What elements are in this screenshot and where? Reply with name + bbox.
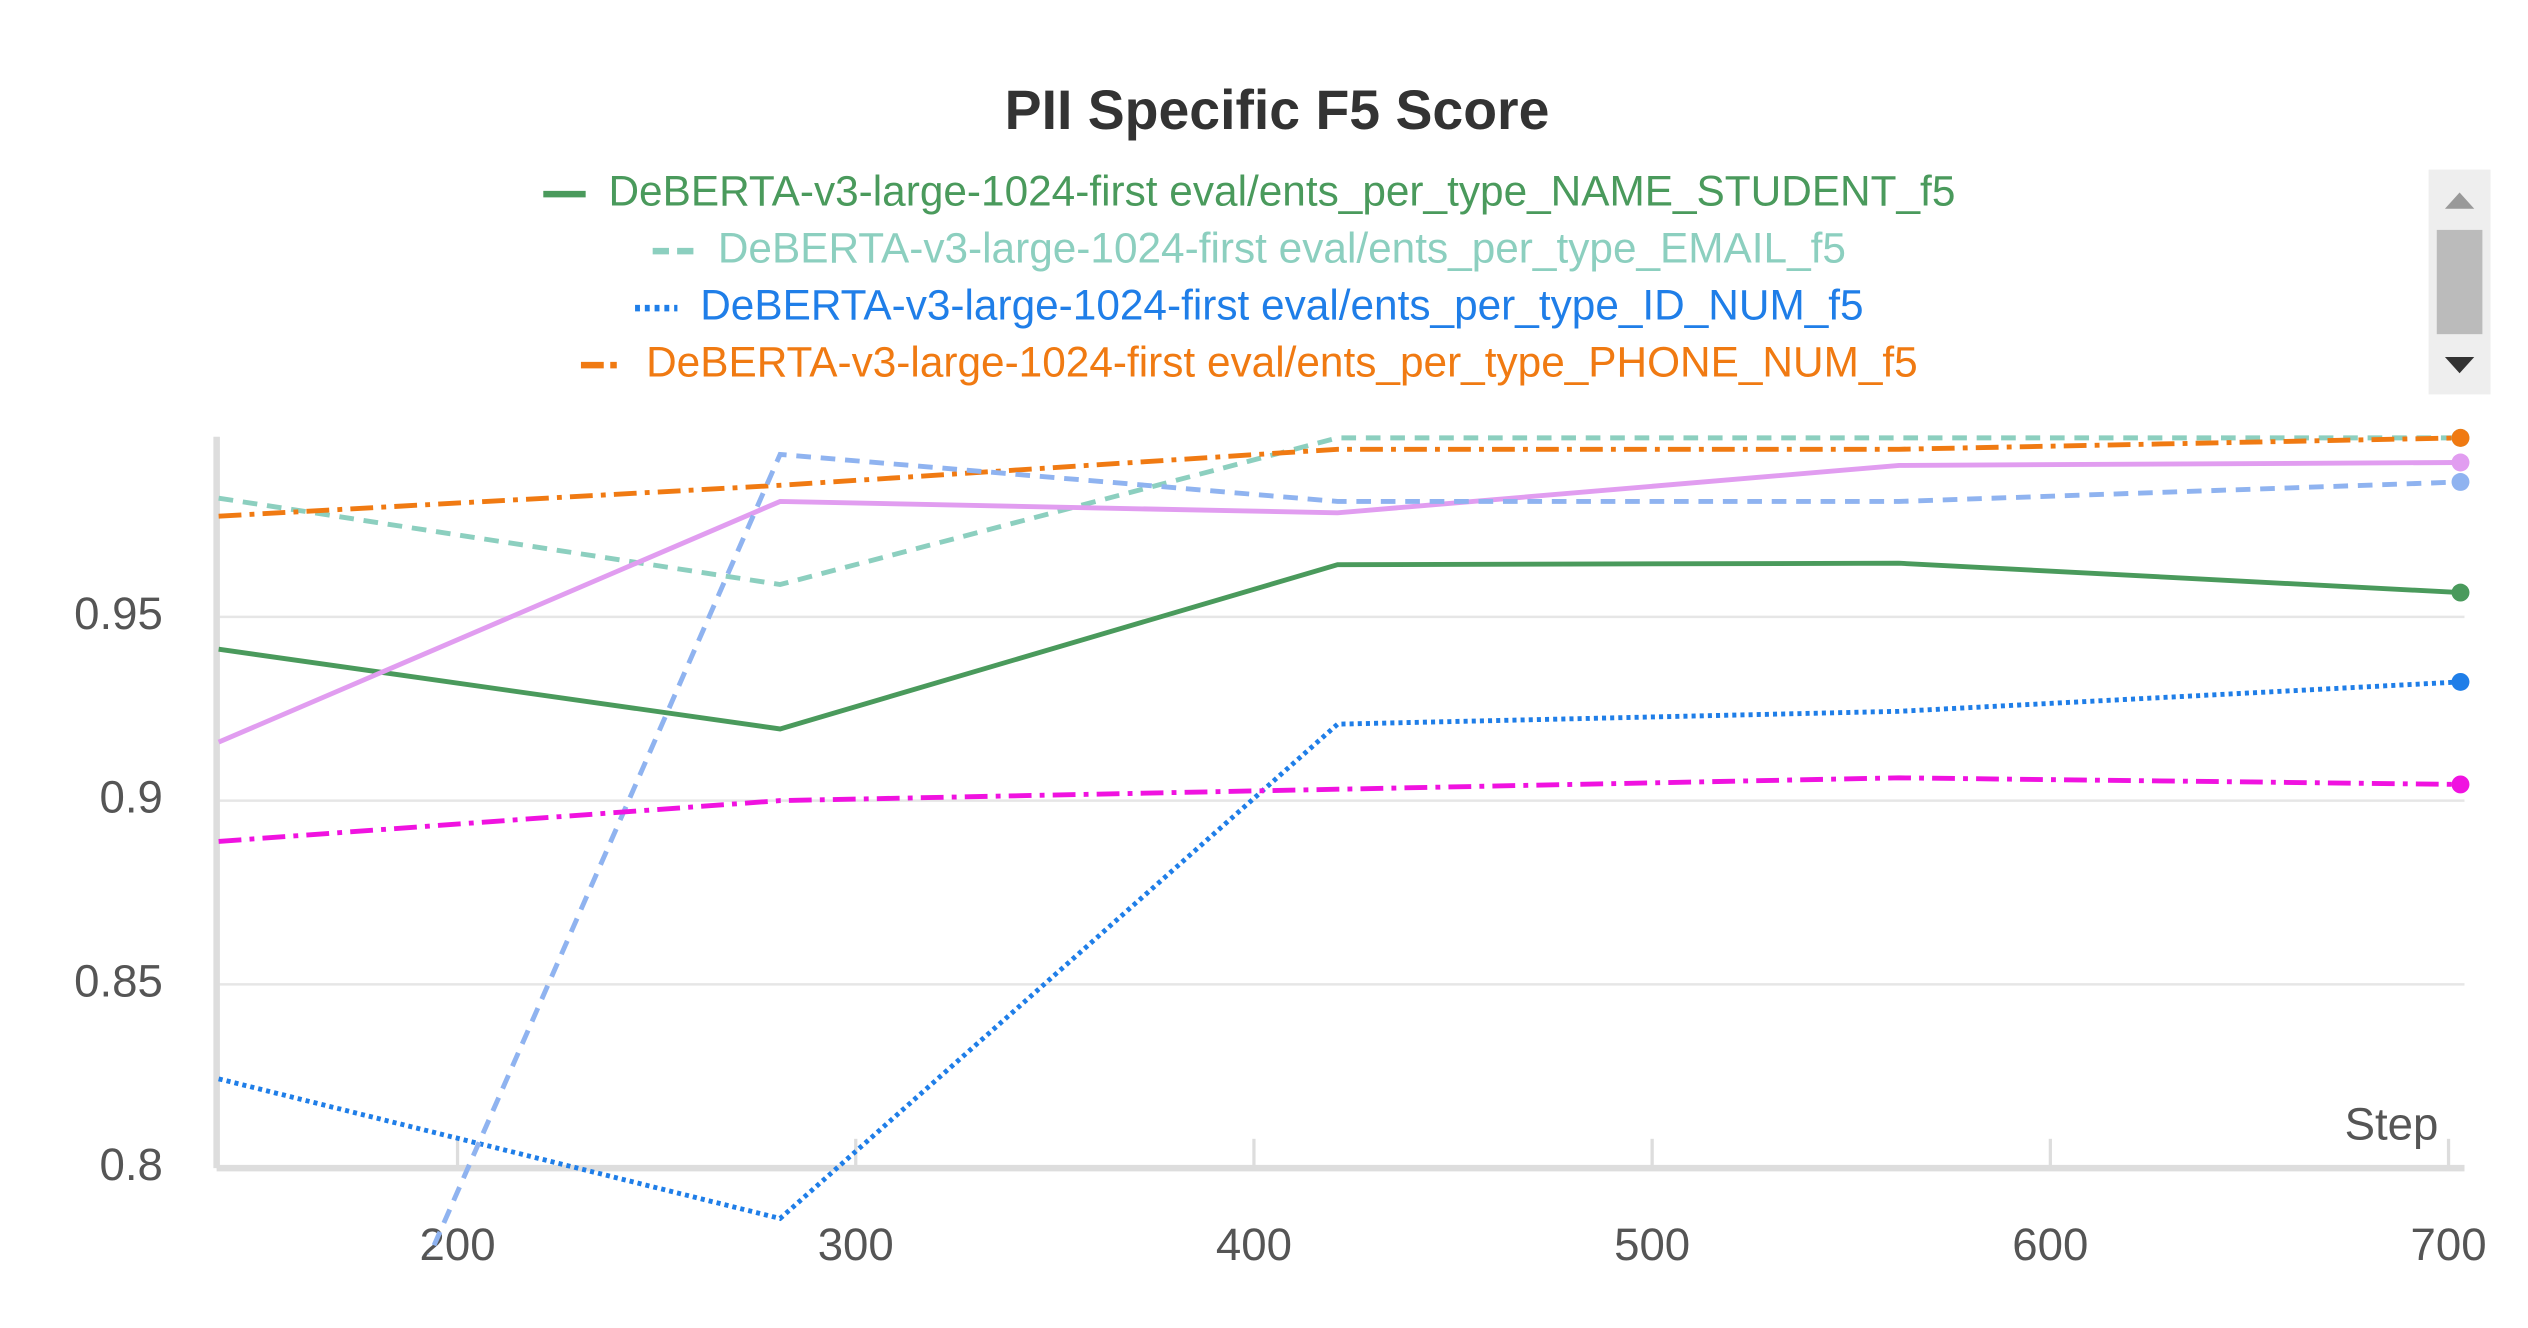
x-tick-label: 200 (420, 1219, 496, 1270)
series-line (218, 435, 2461, 519)
y-tick-label: 0.85 (74, 955, 163, 1006)
y-tick-label: 0.9 (99, 772, 162, 823)
series (427, 451, 2470, 1255)
x-tick-label: 700 (2411, 1219, 2487, 1270)
scroll-down[interactable] (2444, 356, 2475, 374)
legend-scrollbar[interactable] (2428, 169, 2491, 395)
series-line (427, 451, 2461, 1255)
end-point (2451, 583, 2470, 602)
series-line (218, 435, 2461, 588)
legend-item[interactable]: DeBERTA-v3-large-1024-first eval/ents_pe… (652, 224, 1846, 271)
legend-item[interactable]: DeBERTA-v3-large-1024-first eval/ents_pe… (543, 167, 1955, 214)
x-tick-label: 400 (1216, 1219, 1292, 1270)
series (218, 672, 2470, 1222)
series-line (218, 560, 2461, 732)
end-point (2451, 672, 2470, 691)
legend-item[interactable]: DeBERTA-v3-large-1024-first eval/ents_pe… (635, 281, 1864, 328)
end-point (2451, 428, 2470, 447)
series-line (218, 775, 2461, 844)
y-tick-label: 0.8 (99, 1139, 162, 1190)
x-tick-label: 500 (1614, 1219, 1690, 1270)
legend-item[interactable]: DeBERTA-v3-large-1024-first eval/ents_pe… (580, 338, 1918, 385)
legend-label: DeBERTA-v3-large-1024-first eval/ents_pe… (646, 338, 1918, 385)
series (218, 560, 2470, 732)
scroll-up[interactable] (2444, 192, 2475, 209)
x-tick-label: 600 (2012, 1219, 2088, 1270)
end-point (2451, 473, 2470, 491)
legend-label: DeBERTA-v3-large-1024-first eval/ents_pe… (718, 224, 1846, 271)
legend-label: DeBERTA-v3-large-1024-first eval/ents_pe… (608, 167, 1955, 214)
scroll-thumb[interactable] (2436, 229, 2483, 335)
chart-title: PII Specific F5 Score (1005, 79, 1550, 141)
end-point (2451, 453, 2470, 472)
series (217, 453, 2470, 745)
series-line (217, 460, 2461, 745)
series (218, 428, 2470, 588)
end-point (2451, 775, 2470, 794)
legend-label: DeBERTA-v3-large-1024-first eval/ents_pe… (700, 281, 1863, 328)
series (218, 775, 2470, 844)
x-axis-label: Step (2345, 1098, 2439, 1149)
x-tick-label: 300 (818, 1219, 894, 1270)
series (218, 428, 2470, 519)
series-line (218, 679, 2461, 1222)
y-tick-label: 0.95 (74, 588, 163, 639)
